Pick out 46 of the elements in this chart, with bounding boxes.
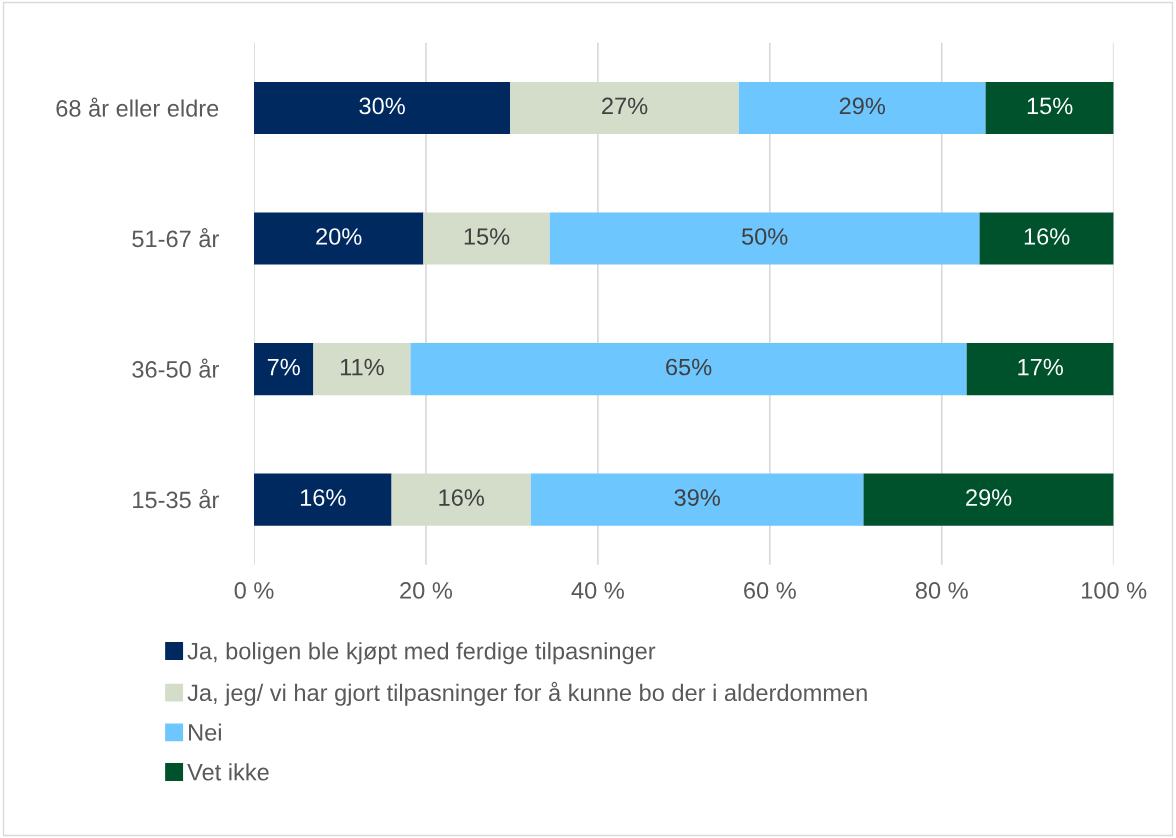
- data-label: 50%: [741, 228, 788, 245]
- y-tick-label: 51-67 år: [132, 228, 219, 248]
- bar: [410, 342, 967, 396]
- bar: [254, 212, 424, 265]
- bar: [254, 473, 392, 526]
- bar: [423, 212, 550, 265]
- data-label: 15%: [464, 228, 510, 245]
- data-label: 65%: [666, 358, 712, 376]
- x-tick-label: 0 %: [234, 582, 274, 599]
- legend-label: Ja, boligen ble kjøpt med ferdige tilpasninger: [187, 642, 656, 665]
- data-label: 16%: [439, 489, 484, 506]
- y-tick-label: 68 år eller eldre: [56, 97, 219, 117]
- data-label: 16%: [300, 489, 346, 506]
- bar: [979, 212, 1114, 265]
- bar: [549, 212, 980, 265]
- x-tick-label: 20 %: [400, 582, 453, 599]
- bar: [530, 473, 864, 526]
- x-tick-label: 100 %: [1082, 582, 1147, 599]
- data-label: 15%: [1027, 97, 1073, 115]
- x-tick-label: 60 %: [744, 582, 796, 599]
- bar: [510, 81, 739, 135]
- data-label: 20%: [316, 228, 362, 245]
- legend-label: Ja, jeg/ vi har gjort tilpasninger for å kunne bo der i alderdommen: [187, 681, 867, 706]
- bar: [985, 81, 1114, 135]
- bar: [254, 81, 511, 135]
- data-label: 17%: [1018, 358, 1063, 376]
- bar: [254, 342, 314, 396]
- data-label: 7%: [267, 358, 300, 376]
- y-tick-label: 36-50 år: [132, 358, 219, 378]
- data-label: 11%: [340, 358, 384, 376]
- bar: [391, 473, 531, 526]
- bar: [738, 81, 986, 135]
- data-label: 29%: [966, 489, 1012, 506]
- data-label: 29%: [839, 97, 886, 115]
- data-label: 27%: [602, 97, 648, 115]
- bar: [863, 473, 1114, 526]
- data-label: 16%: [1024, 228, 1070, 245]
- data-label: 30%: [359, 97, 405, 115]
- bar: [966, 342, 1114, 396]
- x-tick-label: 80 %: [915, 582, 968, 599]
- x-tick-label: 40 %: [571, 582, 624, 599]
- y-tick-label: 15-35 år: [133, 489, 219, 509]
- legend-label: Nei: [189, 723, 221, 741]
- data-label: 39%: [674, 489, 720, 506]
- bar: [313, 342, 411, 396]
- legend-label: Vet ikke: [187, 763, 269, 781]
